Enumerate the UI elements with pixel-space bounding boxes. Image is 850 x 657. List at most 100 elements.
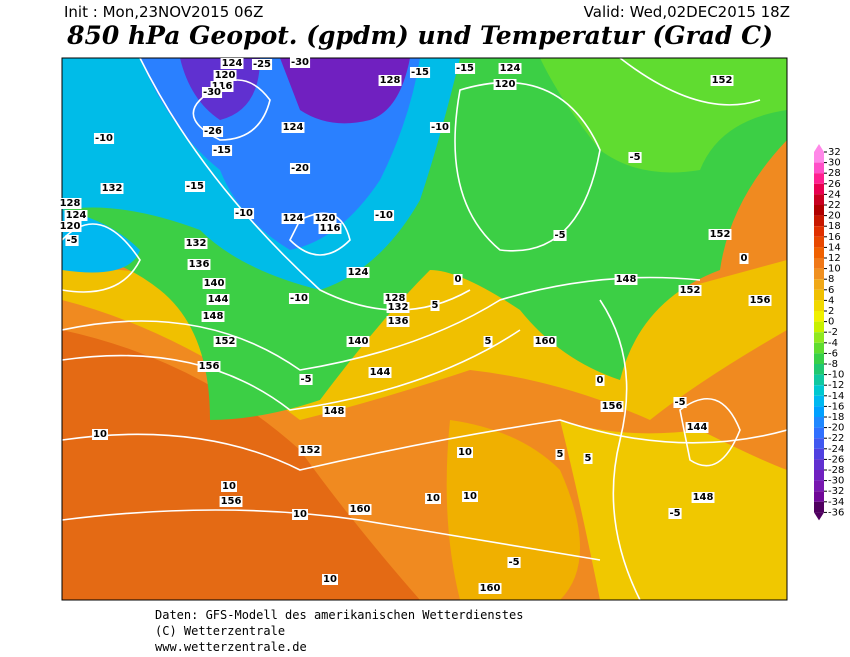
label-box xyxy=(322,406,346,417)
colorbar-label: -24 xyxy=(828,444,844,455)
contour-label: -5 xyxy=(508,557,519,568)
contour-label: 10 xyxy=(426,493,440,504)
colorbar-label: -20 xyxy=(828,423,844,434)
colorbar-label: -30 xyxy=(828,476,844,487)
colorbar-swatch xyxy=(814,247,824,258)
label-box xyxy=(507,557,521,568)
label-box xyxy=(386,302,410,313)
colorbar-label: 14 xyxy=(828,242,841,253)
contour-label: -10 xyxy=(290,293,308,304)
label-box xyxy=(346,267,370,278)
colorbar-label: 20 xyxy=(828,211,841,222)
label-box xyxy=(348,504,372,515)
colorbar-swatch xyxy=(814,268,824,280)
colorbar-label: -32 xyxy=(828,486,844,497)
label-box xyxy=(281,122,305,133)
colorbar-swatch xyxy=(814,374,824,386)
contour-label: 156 xyxy=(199,361,220,372)
colorbar-label: 30 xyxy=(828,158,841,169)
contour-label: -30 xyxy=(291,57,309,68)
contour-label: 120 xyxy=(495,79,516,90)
label-box xyxy=(628,152,642,163)
label-box xyxy=(453,274,463,285)
label-box xyxy=(425,493,441,504)
label-box xyxy=(318,223,342,234)
label-box xyxy=(197,361,221,372)
label-box xyxy=(221,481,237,492)
contour-label: 124 xyxy=(222,58,243,69)
colorbar-label: -8 xyxy=(828,359,838,370)
colorbar-swatch xyxy=(814,491,824,502)
colorbar-swatch xyxy=(814,385,824,396)
contour-label: 124 xyxy=(283,213,304,224)
colorbar-swatch xyxy=(814,289,824,301)
colorbar-label: -10 xyxy=(828,370,844,381)
label-box xyxy=(184,181,206,192)
colorbar-label: 26 xyxy=(828,179,841,190)
label-box xyxy=(64,210,88,221)
label-box xyxy=(710,75,734,86)
contour-label: -20 xyxy=(291,163,309,174)
contour-label: -15 xyxy=(411,67,429,78)
footer-line: (C) Wetterzentrale xyxy=(155,624,285,638)
colorbar-swatch xyxy=(814,162,824,174)
colorbar-label: 4 xyxy=(828,295,834,306)
contour-label: 124 xyxy=(66,210,87,221)
label-box xyxy=(346,336,370,347)
contour-label: 116 xyxy=(212,81,233,92)
colorbar-swatch xyxy=(814,353,824,364)
colorbar-label: -4 xyxy=(828,338,838,349)
colorbar-label: 32 xyxy=(828,147,841,158)
label-box xyxy=(210,81,234,92)
contour-label: 120 xyxy=(315,213,336,224)
contour-label: 156 xyxy=(221,496,242,507)
contour-label: 10 xyxy=(463,491,477,502)
colorbar-label: 0 xyxy=(828,317,834,328)
contour-label: -10 xyxy=(375,210,393,221)
label-box xyxy=(483,336,493,347)
colorbar-label: -16 xyxy=(828,401,844,412)
contour-label: 152 xyxy=(712,75,733,86)
contour-label: 152 xyxy=(215,336,236,347)
colorbar-label: 16 xyxy=(828,232,841,243)
colorbar-swatch xyxy=(814,321,824,333)
contour-label: 128 xyxy=(385,293,406,304)
contour-label: 144 xyxy=(370,367,391,378)
label-box xyxy=(668,508,682,519)
label-box xyxy=(368,367,392,378)
contour-label: -25 xyxy=(253,59,271,70)
contour-label: 144 xyxy=(687,422,708,433)
colorbar-label: 28 xyxy=(828,168,841,179)
label-box xyxy=(92,429,108,440)
label-box xyxy=(600,401,624,412)
colorbar-label: -36 xyxy=(828,507,844,518)
label-box xyxy=(553,230,567,241)
contour-label: 132 xyxy=(186,238,207,249)
colorbar-label: -22 xyxy=(828,433,844,444)
label-box xyxy=(298,445,322,456)
colorbar-swatch xyxy=(814,342,824,354)
contour-label: 128 xyxy=(60,198,81,209)
colorbar-swatch xyxy=(814,501,824,513)
label-box xyxy=(378,75,402,86)
label-box xyxy=(93,133,115,144)
colorbar-swatch xyxy=(814,236,824,248)
contour-label: 140 xyxy=(348,336,369,347)
label-box xyxy=(708,229,732,240)
label-box xyxy=(251,59,273,70)
label-box xyxy=(595,375,605,386)
contour-label: 128 xyxy=(380,75,401,86)
contour-label: -5 xyxy=(669,508,680,519)
contour-label: -5 xyxy=(674,397,685,408)
label-box xyxy=(220,58,244,69)
label-box xyxy=(493,79,517,90)
contour-label: 152 xyxy=(680,285,701,296)
label-box xyxy=(292,509,308,520)
label-box xyxy=(454,63,476,74)
label-box xyxy=(614,274,638,285)
contour-label: -30 xyxy=(203,87,221,98)
colorbar-swatch xyxy=(814,438,824,449)
colorbar-label: 2 xyxy=(828,306,834,317)
label-box xyxy=(100,183,124,194)
contour-label: 132 xyxy=(388,302,409,313)
